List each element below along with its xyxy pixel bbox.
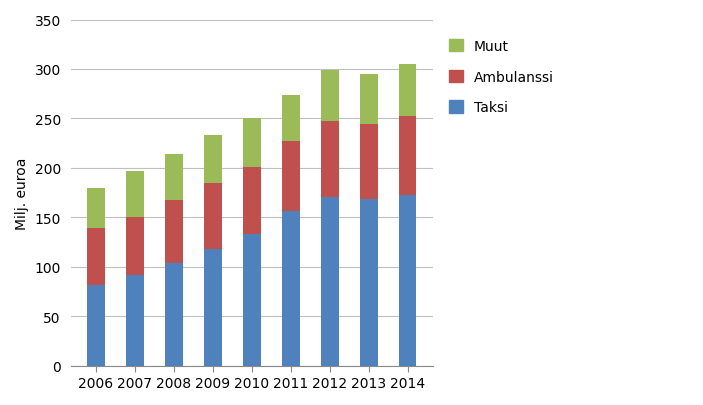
Bar — [126, 275, 143, 366]
Bar — [399, 65, 416, 117]
Bar — [282, 212, 299, 366]
Bar — [360, 200, 378, 366]
Bar — [87, 285, 105, 366]
Legend: Muut, Ambulanssi, Taksi: Muut, Ambulanssi, Taksi — [444, 34, 560, 121]
Bar — [126, 171, 143, 218]
Bar — [282, 142, 299, 212]
Bar — [360, 75, 378, 125]
Bar — [399, 195, 416, 366]
Bar — [204, 183, 221, 249]
Bar — [321, 122, 339, 198]
Bar — [321, 198, 339, 366]
Bar — [165, 263, 183, 366]
Bar — [360, 125, 378, 200]
Bar — [165, 155, 183, 201]
Bar — [87, 188, 105, 228]
Bar — [282, 96, 299, 142]
Bar — [321, 71, 339, 122]
Bar — [243, 167, 261, 234]
Bar — [165, 201, 183, 263]
Y-axis label: Milj. euroa: Milj. euroa — [15, 157, 29, 229]
Bar — [399, 117, 416, 195]
Bar — [243, 119, 261, 167]
Bar — [126, 218, 143, 275]
Bar — [204, 136, 221, 183]
Bar — [204, 249, 221, 366]
Bar — [243, 234, 261, 366]
Bar — [87, 228, 105, 285]
